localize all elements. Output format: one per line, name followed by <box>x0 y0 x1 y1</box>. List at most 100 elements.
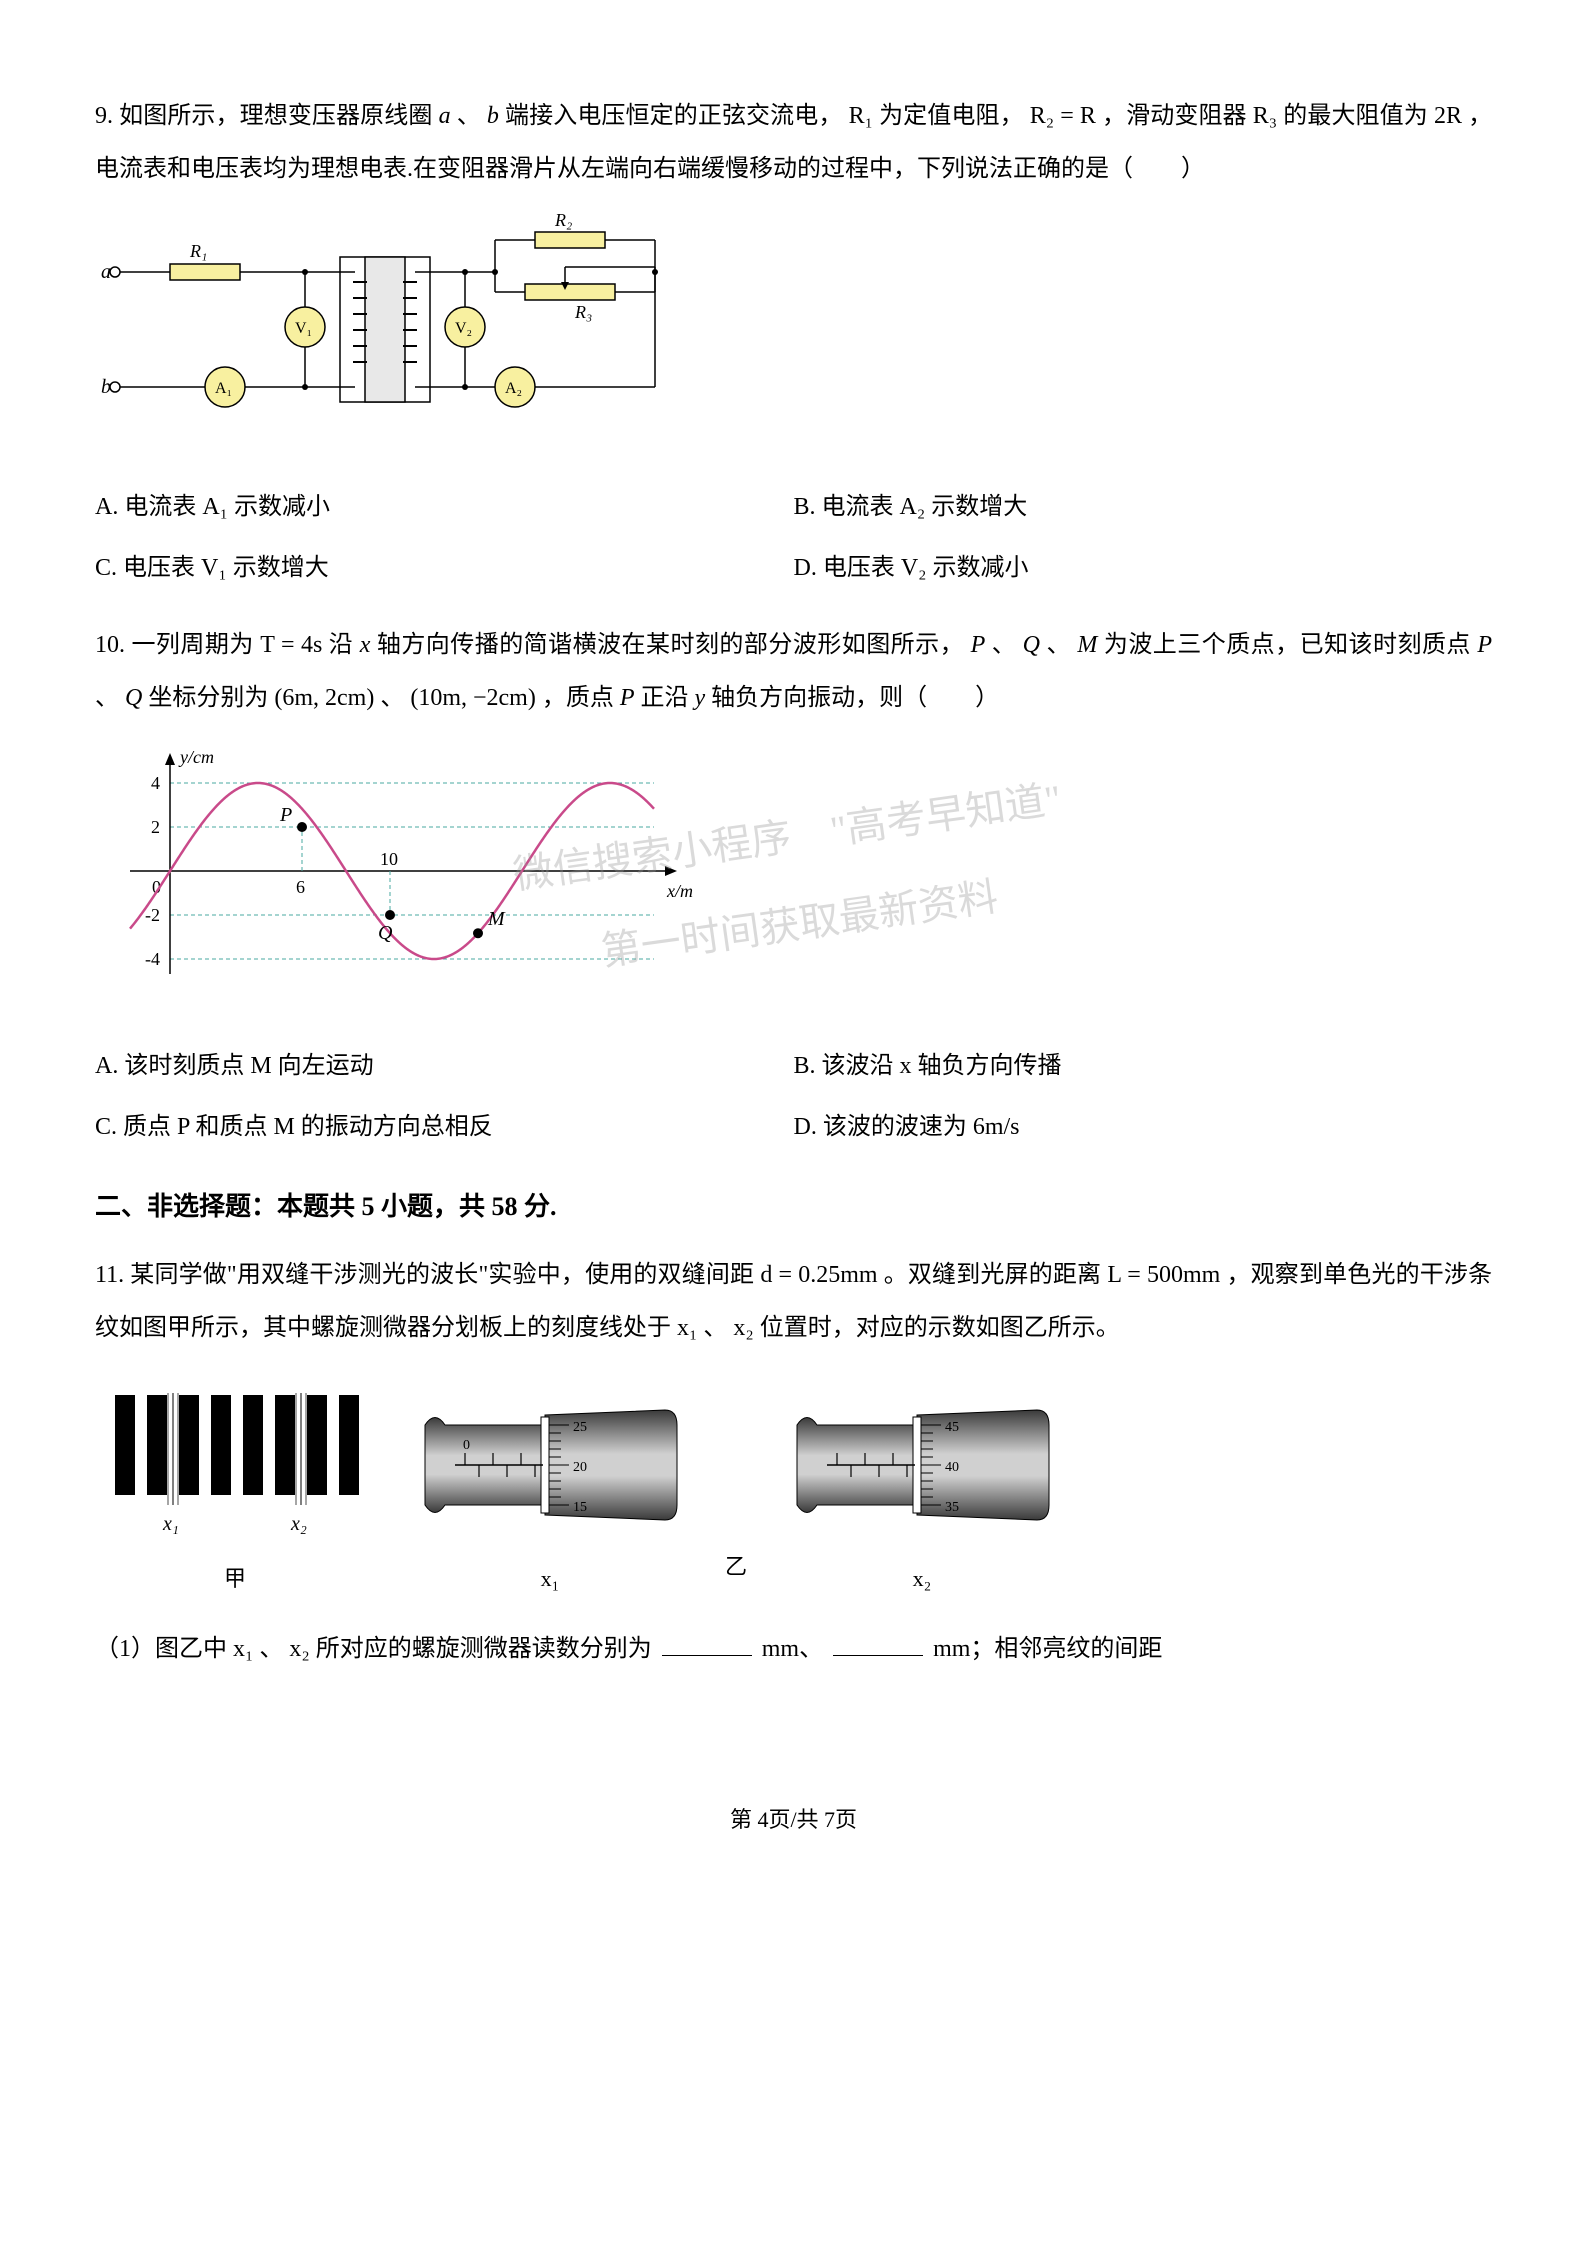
q10-options: A. 该时刻质点 M 向左运动 B. 该波沿 x 轴负方向传播 C. 质点 P … <box>95 1036 1492 1158</box>
q10-t3: 轴方向传播的简谐横波在某时刻的部分波形如图所示， <box>377 632 964 658</box>
svg-text:10: 10 <box>380 849 398 869</box>
q11-fig-yi-1: 0 25 20 15 x₁ <box>415 1395 685 1603</box>
q11-fig-yi-2: 454035 x₂ <box>787 1395 1057 1603</box>
svg-text:P: P <box>279 804 292 826</box>
q10-wave-diagram: -4-224y/cmx/m0610PQM 微信搜索小程序 "高考早知道" 第一时… <box>95 741 1492 1021</box>
q9-t1: 如图所示，理想变压器原线圈 <box>119 103 432 129</box>
q10-c1: (6m, 2cm) <box>274 685 374 711</box>
svg-text:Q: Q <box>378 922 393 944</box>
q9-a: a <box>439 103 451 129</box>
q10-Q2: Q <box>125 685 142 711</box>
q11-sub1-x1: x₁ <box>233 1636 253 1662</box>
micrometer-2-svg: 454035 <box>787 1395 1057 1545</box>
q10-t2: 沿 <box>329 632 353 658</box>
q11-figures: x₁x₂ 甲 0252015 x₁ 乙 454035 x₂ <box>95 1385 1492 1603</box>
q10-t12: 轴负方向振动，则（ ） <box>711 685 999 711</box>
q10-optD[interactable]: D. 该波的波速为 6m/s <box>794 1097 1493 1158</box>
svg-text:-4: -4 <box>145 949 160 969</box>
micrometer-1-svg: 0 25 20 15 <box>415 1395 685 1545</box>
svg-text:35: 35 <box>945 1500 959 1515</box>
svg-text:V₂: V₂ <box>455 320 472 337</box>
page-footer: 第 4页/共 7页 <box>95 1796 1492 1844</box>
q11-d: d = 0.25mm <box>760 1262 877 1288</box>
q9-optA[interactable]: A. 电流表 A₁ 示数减小 <box>95 477 794 538</box>
q10-P3: P <box>620 685 635 711</box>
q9-options: A. 电流表 A₁ 示数减小 B. 电流表 A₂ 示数增大 C. 电压表 V₁ … <box>95 477 1492 599</box>
wave-svg: -4-224y/cmx/m0610PQM <box>95 741 715 1001</box>
svg-text:A₁: A₁ <box>215 380 232 397</box>
svg-text:-2: -2 <box>145 905 160 925</box>
q10-t7: 、 <box>95 685 119 711</box>
svg-text:M: M <box>487 908 506 930</box>
q11-prompt: 11. 某同学做"用双缝干涉测光的波长"实验中，使用的双缝间距 d = 0.25… <box>95 1249 1492 1355</box>
svg-text:x₁: x₁ <box>162 1513 179 1535</box>
q10-t9: 、 <box>380 685 404 711</box>
svg-text:15: 15 <box>573 1500 587 1515</box>
fig-yi2-caption: x₂ <box>913 1555 932 1603</box>
q9-R3: R₃ <box>1253 103 1277 129</box>
question-10: 10. 一列周期为 T = 4s 沿 x 轴方向传播的简谐横波在某时刻的部分波形… <box>95 619 1492 1158</box>
q10-optC[interactable]: C. 质点 P 和质点 M 的振动方向总相反 <box>95 1097 794 1158</box>
q10-P: P <box>971 632 986 658</box>
q9-optD[interactable]: D. 电压表 V₂ 示数减小 <box>794 538 1493 599</box>
q10-t5: 、 <box>1046 632 1070 658</box>
q9-2R: 2R <box>1434 103 1462 129</box>
q10-prompt: 10. 一列周期为 T = 4s 沿 x 轴方向传播的简谐横波在某时刻的部分波形… <box>95 619 1492 725</box>
svg-text:A₂: A₂ <box>505 380 522 397</box>
q9-t4: 为定值电阻， <box>879 103 1024 129</box>
q9-b: b <box>487 103 499 129</box>
q11-sub1-m2: 所对应的螺旋测微器读数分别为 <box>316 1636 652 1662</box>
q10-y: y <box>695 685 706 711</box>
q10-M: M <box>1077 632 1097 658</box>
svg-text:x/m: x/m <box>666 881 693 901</box>
q-number: 11. <box>95 1262 124 1288</box>
q11-sub1-x2: x₂ <box>289 1636 309 1662</box>
q11-x1: x₁ <box>677 1315 697 1341</box>
q9-optC[interactable]: C. 电压表 V₁ 示数增大 <box>95 538 794 599</box>
svg-text:R₁: R₁ <box>189 241 207 261</box>
svg-text:6: 6 <box>296 877 305 897</box>
q10-t10: ，质点 <box>542 685 614 711</box>
q9-prompt: 9. 如图所示，理想变压器原线圈 a 、 b 端接入电压恒定的正弦交流电， R₁… <box>95 90 1492 196</box>
svg-text:0: 0 <box>463 1438 470 1453</box>
q9-t3: 端接入电压恒定的正弦交流电， <box>505 103 842 129</box>
q11-t4: 、 <box>703 1315 727 1341</box>
svg-text:b: b <box>101 376 111 398</box>
q10-t8: 坐标分别为 <box>148 685 268 711</box>
q10-t6: 为波上三个质点，已知该时刻质点 <box>1104 632 1471 658</box>
circuit-svg: abR₁V₁A₁V₂A₂R₂R₃ <box>95 212 695 442</box>
blank-2[interactable] <box>833 1630 923 1656</box>
svg-text:a: a <box>101 261 111 283</box>
svg-text:R₂: R₂ <box>554 212 572 230</box>
q9-t2: 、 <box>457 103 481 129</box>
q11-t5: 位置时，对应的示数如图乙所示。 <box>760 1315 1120 1341</box>
q11-sub1-label: （1）图乙中 <box>95 1636 227 1662</box>
question-11: 11. 某同学做"用双缝干涉测光的波长"实验中，使用的双缝间距 d = 0.25… <box>95 1249 1492 1676</box>
q9-circuit-diagram: abR₁V₁A₁V₂A₂R₂R₃ <box>95 212 1492 462</box>
q9-R2eq: R₂ = R <box>1030 103 1096 129</box>
q10-t4: 、 <box>992 632 1016 658</box>
q10-optB[interactable]: B. 该波沿 x 轴负方向传播 <box>794 1036 1493 1097</box>
q10-t11: 正沿 <box>641 685 689 711</box>
q11-sub1-u2: mm；相邻亮纹的间距 <box>933 1636 1162 1662</box>
q11-x2: x₂ <box>733 1315 753 1341</box>
svg-text:x₂: x₂ <box>290 1513 307 1535</box>
q11-sub1-u1: mm、 <box>762 1636 823 1662</box>
q11-t2: 。双缝到光屏的距离 <box>884 1262 1101 1288</box>
section-2-header: 二、非选择题：本题共 5 小题，共 58 分. <box>95 1178 1492 1235</box>
svg-text:4: 4 <box>151 773 160 793</box>
q9-optB[interactable]: B. 电流表 A₂ 示数增大 <box>794 477 1493 538</box>
fig-jia-caption: 甲 <box>224 1555 246 1603</box>
svg-text:R₃: R₃ <box>574 302 592 322</box>
q10-optA[interactable]: A. 该时刻质点 M 向左运动 <box>95 1036 794 1097</box>
svg-text:25: 25 <box>573 1420 587 1435</box>
fig-yi1-caption: x₁ <box>541 1555 560 1603</box>
q10-Teq: T = 4s <box>260 632 322 658</box>
q11-L: L = 500mm <box>1107 1262 1220 1288</box>
q9-t5: ，滑动变阻器 <box>1102 103 1247 129</box>
q10-c2: (10m, −2cm) <box>410 685 536 711</box>
svg-text:20: 20 <box>573 1460 587 1475</box>
q10-Q: Q <box>1023 632 1040 658</box>
blank-1[interactable] <box>662 1630 752 1656</box>
q-number: 9. <box>95 103 113 129</box>
